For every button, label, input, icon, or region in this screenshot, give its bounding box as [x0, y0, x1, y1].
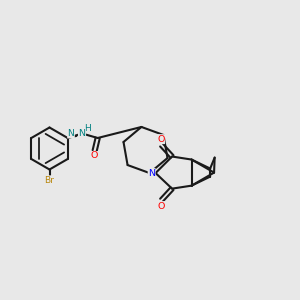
Text: Br: Br — [45, 176, 54, 185]
Text: H: H — [78, 130, 85, 139]
Text: O: O — [157, 135, 165, 144]
Text: N: N — [68, 129, 74, 138]
Text: O: O — [157, 202, 165, 211]
Text: O: O — [91, 152, 98, 160]
Text: N: N — [148, 169, 155, 178]
Text: N: N — [79, 129, 86, 138]
Text: H: H — [84, 124, 91, 133]
